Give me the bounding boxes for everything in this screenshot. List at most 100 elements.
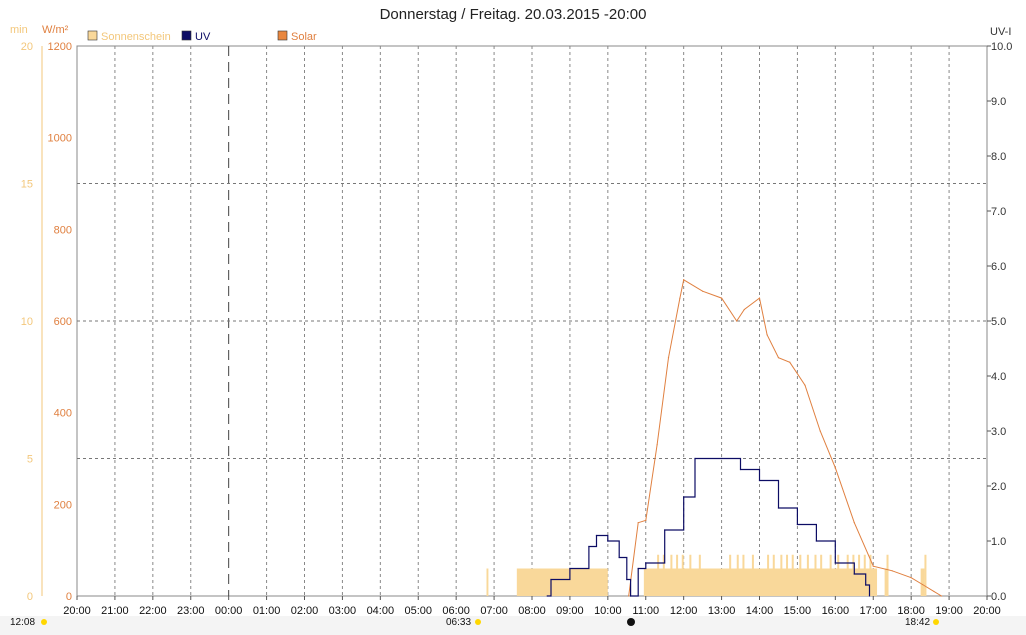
solar-point <box>645 519 647 521</box>
uv-point <box>607 540 609 542</box>
time-tick-label: 13:00 <box>708 605 736 617</box>
time-tick-label: 18:00 <box>897 605 925 617</box>
solar-point <box>743 308 745 311</box>
time-tick-label: 10:00 <box>594 605 622 617</box>
solar-point <box>789 361 791 363</box>
uv-series <box>546 457 871 597</box>
daylight-sun-icon <box>41 619 47 625</box>
uv-tick-label: 7.0 <box>991 206 1006 218</box>
uv-point <box>595 534 598 537</box>
time-tick-label: 03:00 <box>329 605 357 617</box>
solar-tick-label: 0 <box>66 591 72 603</box>
sunshine-spike <box>924 554 927 596</box>
sunshine-spike <box>751 554 754 596</box>
plot-area <box>76 45 988 597</box>
solar-tick-label: 600 <box>54 316 72 328</box>
time-tick-label: 23:00 <box>177 605 205 617</box>
sunshine-spike <box>863 554 866 596</box>
legend-swatch <box>277 30 288 41</box>
sunshine-spike <box>886 554 889 596</box>
uv-point <box>569 567 571 570</box>
sunshine-tick-label: 20 <box>21 41 33 53</box>
solar-tick-label: 800 <box>54 224 72 236</box>
sunshine-spike <box>858 554 861 596</box>
sunshine-spike <box>814 554 817 596</box>
uv-point <box>694 457 696 460</box>
uv-point <box>637 567 639 570</box>
uv-point <box>720 457 723 460</box>
uv-tick-label: 0.0 <box>991 591 1006 603</box>
uv-tick-label: 1.0 <box>991 536 1006 548</box>
sunshine-spike <box>852 554 855 596</box>
time-tick-label: 09:00 <box>556 605 584 617</box>
uv-axis-unit: UV-I <box>990 26 1011 38</box>
time-tick-label: 14:00 <box>746 605 774 617</box>
uv-point <box>645 562 647 564</box>
sunshine-spike <box>820 554 823 596</box>
uv-point <box>683 496 685 498</box>
solar-axis: 0 200 400 600 800 1000 1200 <box>48 41 72 603</box>
uv-point <box>815 540 817 542</box>
time-tick-label: 21:00 <box>101 605 129 617</box>
sunshine-spike <box>780 554 783 596</box>
solar-point <box>736 320 738 322</box>
sunshine-spike <box>681 554 684 596</box>
time-tick-label: 00:00 <box>215 605 243 617</box>
uv-axis: 0.0 1.0 2.0 3.0 4.0 5.0 6.0 7.0 8.0 9.0 10.0 <box>987 41 1012 603</box>
time-tick-label: 22:00 <box>139 605 167 617</box>
uv-point <box>626 578 628 581</box>
uv-point <box>550 578 552 581</box>
sunshine-spike <box>662 554 665 596</box>
uv-tick-label: 10.0 <box>991 41 1012 53</box>
solar-point <box>853 522 855 524</box>
daylight-label: 12:08 <box>10 617 35 628</box>
sunshine-spike <box>742 554 745 596</box>
sunshine-tick-label: 0 <box>27 591 33 603</box>
sunshine-tick-label: 15 <box>21 179 33 191</box>
solar-series <box>628 279 943 597</box>
solar-point <box>777 357 780 359</box>
sunshine-spike <box>689 554 692 596</box>
uv-point <box>796 523 799 526</box>
time-tick-label: 12:00 <box>670 605 698 617</box>
time-tick-label: 07:00 <box>480 605 508 617</box>
solar-point <box>921 583 924 586</box>
solar-point <box>679 297 681 299</box>
sunshine-tick-label: 5 <box>27 454 33 466</box>
sunshine-bar <box>516 568 608 596</box>
uv-point <box>758 479 761 482</box>
solar-point <box>667 357 670 359</box>
uv-tick-label: 5.0 <box>991 316 1006 328</box>
sunshine-spike <box>806 554 809 596</box>
solar-tick-label: 1200 <box>48 41 72 53</box>
time-tick-label: 19:00 <box>935 605 963 617</box>
time-tick-label: 01:00 <box>253 605 281 617</box>
legend-swatch <box>87 30 98 41</box>
sunshine-spike <box>698 554 701 596</box>
time-tick-label: 11:00 <box>632 605 659 617</box>
solar-noon-icon <box>627 618 635 626</box>
time-tick-label: 06:00 <box>442 605 470 617</box>
solar-point <box>758 297 761 299</box>
solar-tick-label: 400 <box>54 408 72 420</box>
legend-swatch <box>181 30 192 41</box>
solar-point <box>834 467 836 469</box>
solar-point <box>683 279 685 281</box>
time-tick-label: 08:00 <box>518 605 546 617</box>
legend: Sonnenschein UV Solar <box>87 30 317 43</box>
sunshine-axis-unit: min <box>10 24 28 36</box>
sunshine-tick-label: 10 <box>21 316 33 328</box>
sunshine-spike <box>736 554 739 596</box>
status-bar <box>0 616 1026 635</box>
uv-tick-label: 3.0 <box>991 426 1006 438</box>
uv-point <box>629 595 632 597</box>
sunshine-spike <box>846 554 849 596</box>
uv-tick-label: 9.0 <box>991 96 1006 108</box>
sunset-sun-icon <box>933 619 939 625</box>
solar-point <box>940 595 943 597</box>
sunshine-spike <box>829 554 832 596</box>
uv-point <box>868 595 871 597</box>
sunshine-series <box>486 554 927 596</box>
legend-label: UV <box>195 31 211 43</box>
